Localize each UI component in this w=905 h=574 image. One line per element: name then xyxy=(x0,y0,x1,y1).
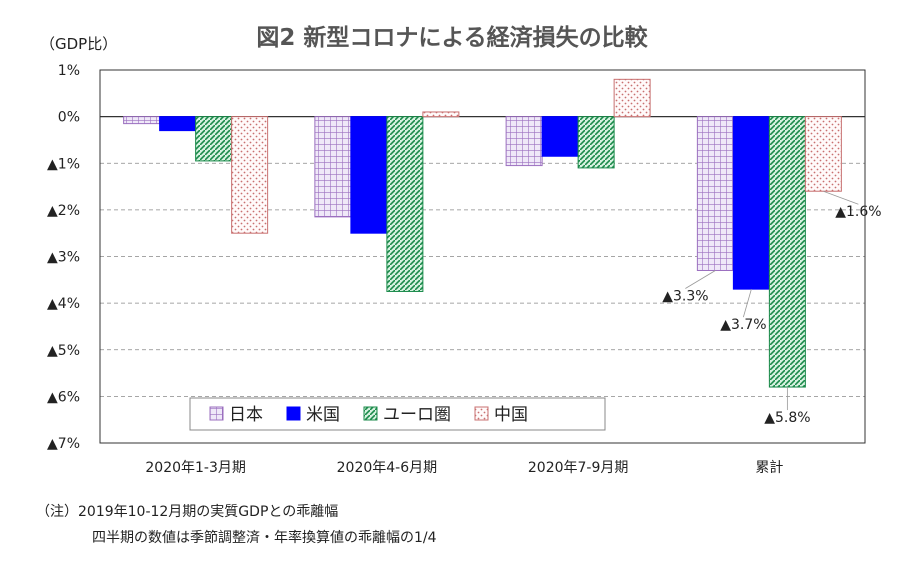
annotation-leader xyxy=(685,270,716,289)
data-label: ▲5.8% xyxy=(764,410,810,426)
plot-area-frame xyxy=(99,69,866,444)
legend: 日本 米国 ユーロ圏 中国 xyxy=(189,397,606,431)
legend-swatch xyxy=(363,406,378,421)
x-tick-label: 累計 xyxy=(755,460,783,476)
y-unit-label: （GDP比） xyxy=(40,35,117,53)
bar-ユーロ圏-2020年4-6月期 xyxy=(386,116,424,292)
chart-title: 図2 新型コロナによる経済損失の比較 xyxy=(256,24,648,51)
y-tick-label: ▲6% xyxy=(47,389,80,405)
bar-日本-2020年7-9月期 xyxy=(505,116,543,167)
bar-中国-2020年4-6月期 xyxy=(422,111,460,118)
footnote-line-2: 四半期の数値は季節調整済・年率換算値の乖離幅の1/4 xyxy=(92,530,437,546)
y-tick-label: ▲3% xyxy=(47,250,80,266)
legend-label: ユーロ圏 xyxy=(383,405,451,425)
bar-米国-2020年7-9月期 xyxy=(541,116,579,157)
bar-中国-2020年7-9月期 xyxy=(613,78,651,118)
bar-ユーロ圏-累計 xyxy=(768,116,806,388)
legend-label: 日本 xyxy=(229,405,263,425)
y-tick-label: ▲2% xyxy=(47,203,80,219)
x-tick-label: 2020年1-3月期 xyxy=(145,460,246,476)
bar-ユーロ圏-2020年7-9月期 xyxy=(577,116,615,169)
y-tick-label: ▲5% xyxy=(47,343,80,359)
legend-swatch xyxy=(474,406,489,421)
x-tick-label: 2020年4-6月期 xyxy=(337,460,438,476)
chart-canvas: 図2 新型コロナによる経済損失の比較 （GDP比） 1% 0% ▲1% ▲2% ▲3% ▲… xyxy=(40,24,882,476)
legend-label: 米国 xyxy=(306,405,340,425)
legend-swatch xyxy=(286,406,301,421)
footnote-line-1: （注）2019年10-12月期の実質GDPとの乖離幅 xyxy=(36,504,339,520)
y-tick-label: ▲7% xyxy=(47,436,80,452)
bar-米国-2020年4-6月期 xyxy=(350,116,388,234)
bar-日本-累計 xyxy=(696,116,734,271)
bar-米国-2020年1-3月期 xyxy=(159,116,197,132)
y-tick-label: 0% xyxy=(58,110,80,126)
data-label: ▲1.6% xyxy=(835,204,881,220)
y-tick-label: 1% xyxy=(58,63,80,79)
bar-ユーロ圏-2020年1-3月期 xyxy=(195,116,233,162)
data-label: ▲3.7% xyxy=(720,317,766,333)
annotation-leader xyxy=(742,289,752,318)
y-tick-label: ▲1% xyxy=(47,156,80,172)
bar-米国-累計 xyxy=(732,116,770,290)
bar-中国-累計 xyxy=(804,116,842,192)
x-tick-label: 2020年7-9月期 xyxy=(528,460,629,476)
bar-日本-2020年1-3月期 xyxy=(123,116,161,125)
bar-日本-2020年4-6月期 xyxy=(314,116,352,218)
data-label: ▲3.3% xyxy=(662,288,708,304)
legend-label: 中国 xyxy=(494,405,528,425)
bar-中国-2020年1-3月期 xyxy=(231,116,269,234)
legend-swatch xyxy=(209,406,224,421)
y-tick-label: ▲4% xyxy=(47,296,80,312)
legend-box xyxy=(189,397,606,431)
annotation-leader xyxy=(823,190,859,205)
